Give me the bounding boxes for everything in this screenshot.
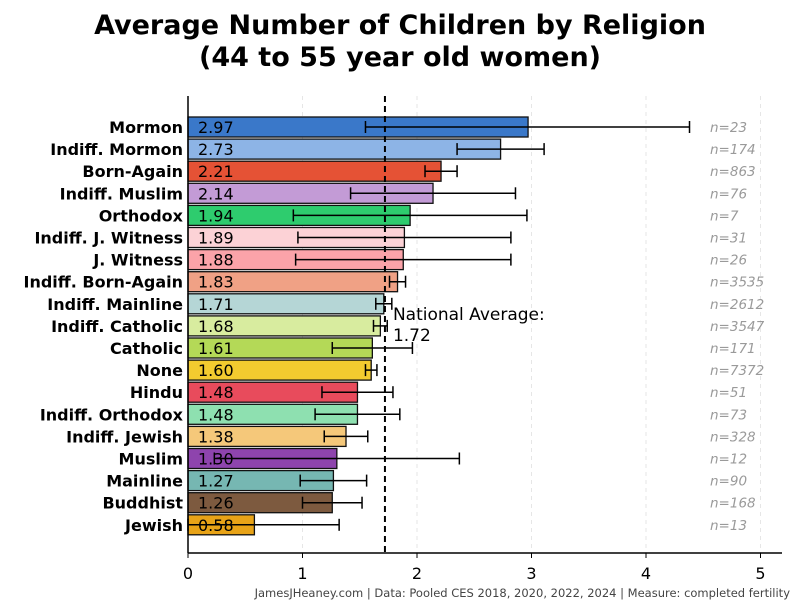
sample-size-label: n=12 bbox=[710, 452, 747, 468]
category-label: Indiff. Mainline bbox=[47, 295, 183, 314]
error-bar bbox=[364, 121, 691, 133]
bar-value-label: 1.94 bbox=[198, 206, 234, 225]
bar-value-label: 2.14 bbox=[198, 184, 234, 203]
sample-size-label: n=90 bbox=[710, 474, 747, 490]
bar-value-label: 2.73 bbox=[198, 140, 234, 159]
x-tick-label: 3 bbox=[526, 564, 536, 583]
sample-size-label: n=51 bbox=[710, 385, 747, 401]
category-label: Indiff. Jewish bbox=[66, 427, 183, 446]
sample-size-label: n=26 bbox=[710, 253, 747, 269]
category-label: J. Witness bbox=[92, 251, 183, 270]
bar-value-label: 1.89 bbox=[198, 229, 234, 248]
bar-value-label: 1.60 bbox=[198, 361, 234, 380]
sample-size-label: n=73 bbox=[710, 407, 747, 423]
error-bar bbox=[301, 496, 363, 509]
x-tick-label: 5 bbox=[755, 564, 765, 583]
value-labels-layer: 2.97 2.73 2.21 2.14 1.94 1.89 1.88 1.83 1.71 1.68… bbox=[198, 118, 234, 535]
sample-size-label: n=13 bbox=[710, 518, 747, 534]
error-bar bbox=[213, 452, 461, 465]
category-label: Catholic bbox=[110, 339, 183, 358]
sample-size-label: n=863 bbox=[710, 164, 756, 180]
national-average-label: National Average: bbox=[393, 305, 545, 325]
bar-value-label: 1.30 bbox=[198, 450, 234, 469]
x-tick-label: 2 bbox=[412, 564, 422, 583]
x-tick-label: 4 bbox=[641, 564, 651, 583]
category-label: Indiff. Orthodox bbox=[40, 405, 184, 424]
category-label: Orthodox bbox=[99, 206, 184, 225]
chart-title: Average Number of Children by Religion bbox=[94, 10, 706, 41]
bar-value-label: 2.97 bbox=[198, 118, 234, 137]
error-bar bbox=[456, 143, 545, 156]
sample-size-label: n=174 bbox=[710, 142, 756, 158]
bar-value-label: 1.61 bbox=[198, 339, 234, 358]
category-label: Mainline bbox=[106, 472, 183, 491]
error-bar bbox=[314, 408, 401, 421]
error-bar bbox=[297, 231, 512, 244]
sample-size-labels-layer: n=23 n=174 n=863 n=76 n=7 n=31 n=26 n=3535 n=261… bbox=[710, 120, 765, 534]
error-bars-layer bbox=[187, 121, 691, 531]
bar-value-label: 2.21 bbox=[198, 162, 234, 181]
sample-size-label: n=7372 bbox=[710, 363, 764, 379]
category-label: Indiff. Mormon bbox=[50, 140, 183, 159]
bar bbox=[187, 138, 502, 160]
bar-value-label: 1.38 bbox=[198, 427, 234, 446]
error-bar bbox=[321, 386, 394, 399]
bar-value-label: 1.48 bbox=[198, 405, 234, 424]
category-label: Muslim bbox=[119, 450, 183, 469]
chart-footer: JamesJHeaney.com | Data: Pooled CES 2018… bbox=[254, 586, 791, 600]
x-tick-label: 1 bbox=[297, 564, 307, 583]
error-bar bbox=[364, 364, 378, 377]
error-bar bbox=[294, 253, 512, 266]
sample-size-label: n=3547 bbox=[710, 319, 765, 335]
category-label: Buddhist bbox=[102, 494, 183, 513]
category-label: Born-Again bbox=[82, 162, 183, 181]
bars-layer bbox=[187, 116, 529, 536]
bar-value-label: 1.48 bbox=[198, 383, 234, 402]
category-label: Indiff. Muslim bbox=[60, 184, 183, 203]
sample-size-label: n=3535 bbox=[710, 275, 764, 291]
sample-size-label: n=23 bbox=[710, 120, 747, 136]
bar-value-label: 1.83 bbox=[198, 273, 234, 292]
sample-size-label: n=76 bbox=[710, 186, 747, 202]
sample-size-label: n=7 bbox=[710, 208, 739, 224]
error-bar bbox=[424, 165, 458, 178]
category-label: Indiff. J. Witness bbox=[34, 229, 183, 248]
error-bar bbox=[388, 275, 407, 288]
bar-value-label: 1.71 bbox=[198, 295, 234, 314]
bar-value-label: 1.26 bbox=[198, 494, 234, 513]
sample-size-label: n=171 bbox=[710, 341, 756, 357]
bar-value-label: 1.27 bbox=[198, 472, 234, 491]
error-bar bbox=[323, 430, 369, 443]
x-tick-label: 0 bbox=[183, 564, 193, 583]
category-label: Jewish bbox=[124, 516, 183, 535]
sample-size-label: n=2612 bbox=[710, 297, 764, 313]
error-bar bbox=[375, 297, 393, 310]
error-bar bbox=[331, 342, 414, 354]
sample-size-label: n=31 bbox=[710, 231, 747, 247]
bar-value-label: 1.68 bbox=[198, 317, 234, 336]
category-label: Hindu bbox=[130, 383, 183, 402]
category-label: Indiff. Catholic bbox=[51, 317, 183, 336]
category-label: None bbox=[136, 361, 183, 380]
national-average-value: 1.72 bbox=[393, 326, 431, 346]
chart-subtitle: (44 to 55 year old women) bbox=[199, 42, 601, 73]
error-bar bbox=[372, 319, 388, 332]
category-label: Mormon bbox=[109, 118, 183, 137]
error-bar bbox=[292, 209, 528, 222]
sample-size-label: n=328 bbox=[710, 429, 756, 445]
bar-value-label: 0.58 bbox=[198, 516, 234, 535]
sample-size-label: n=168 bbox=[710, 496, 756, 512]
x-axis-ticks: 0 1 2 3 4 5 bbox=[183, 553, 766, 583]
bar-value-label: 1.88 bbox=[198, 251, 234, 270]
error-bar bbox=[299, 474, 368, 487]
category-label: Indiff. Born-Again bbox=[23, 273, 183, 292]
category-labels-layer: Mormon Indiff. Mormon Born-Again Indiff. Mu… bbox=[23, 118, 183, 535]
error-bar bbox=[349, 187, 517, 200]
